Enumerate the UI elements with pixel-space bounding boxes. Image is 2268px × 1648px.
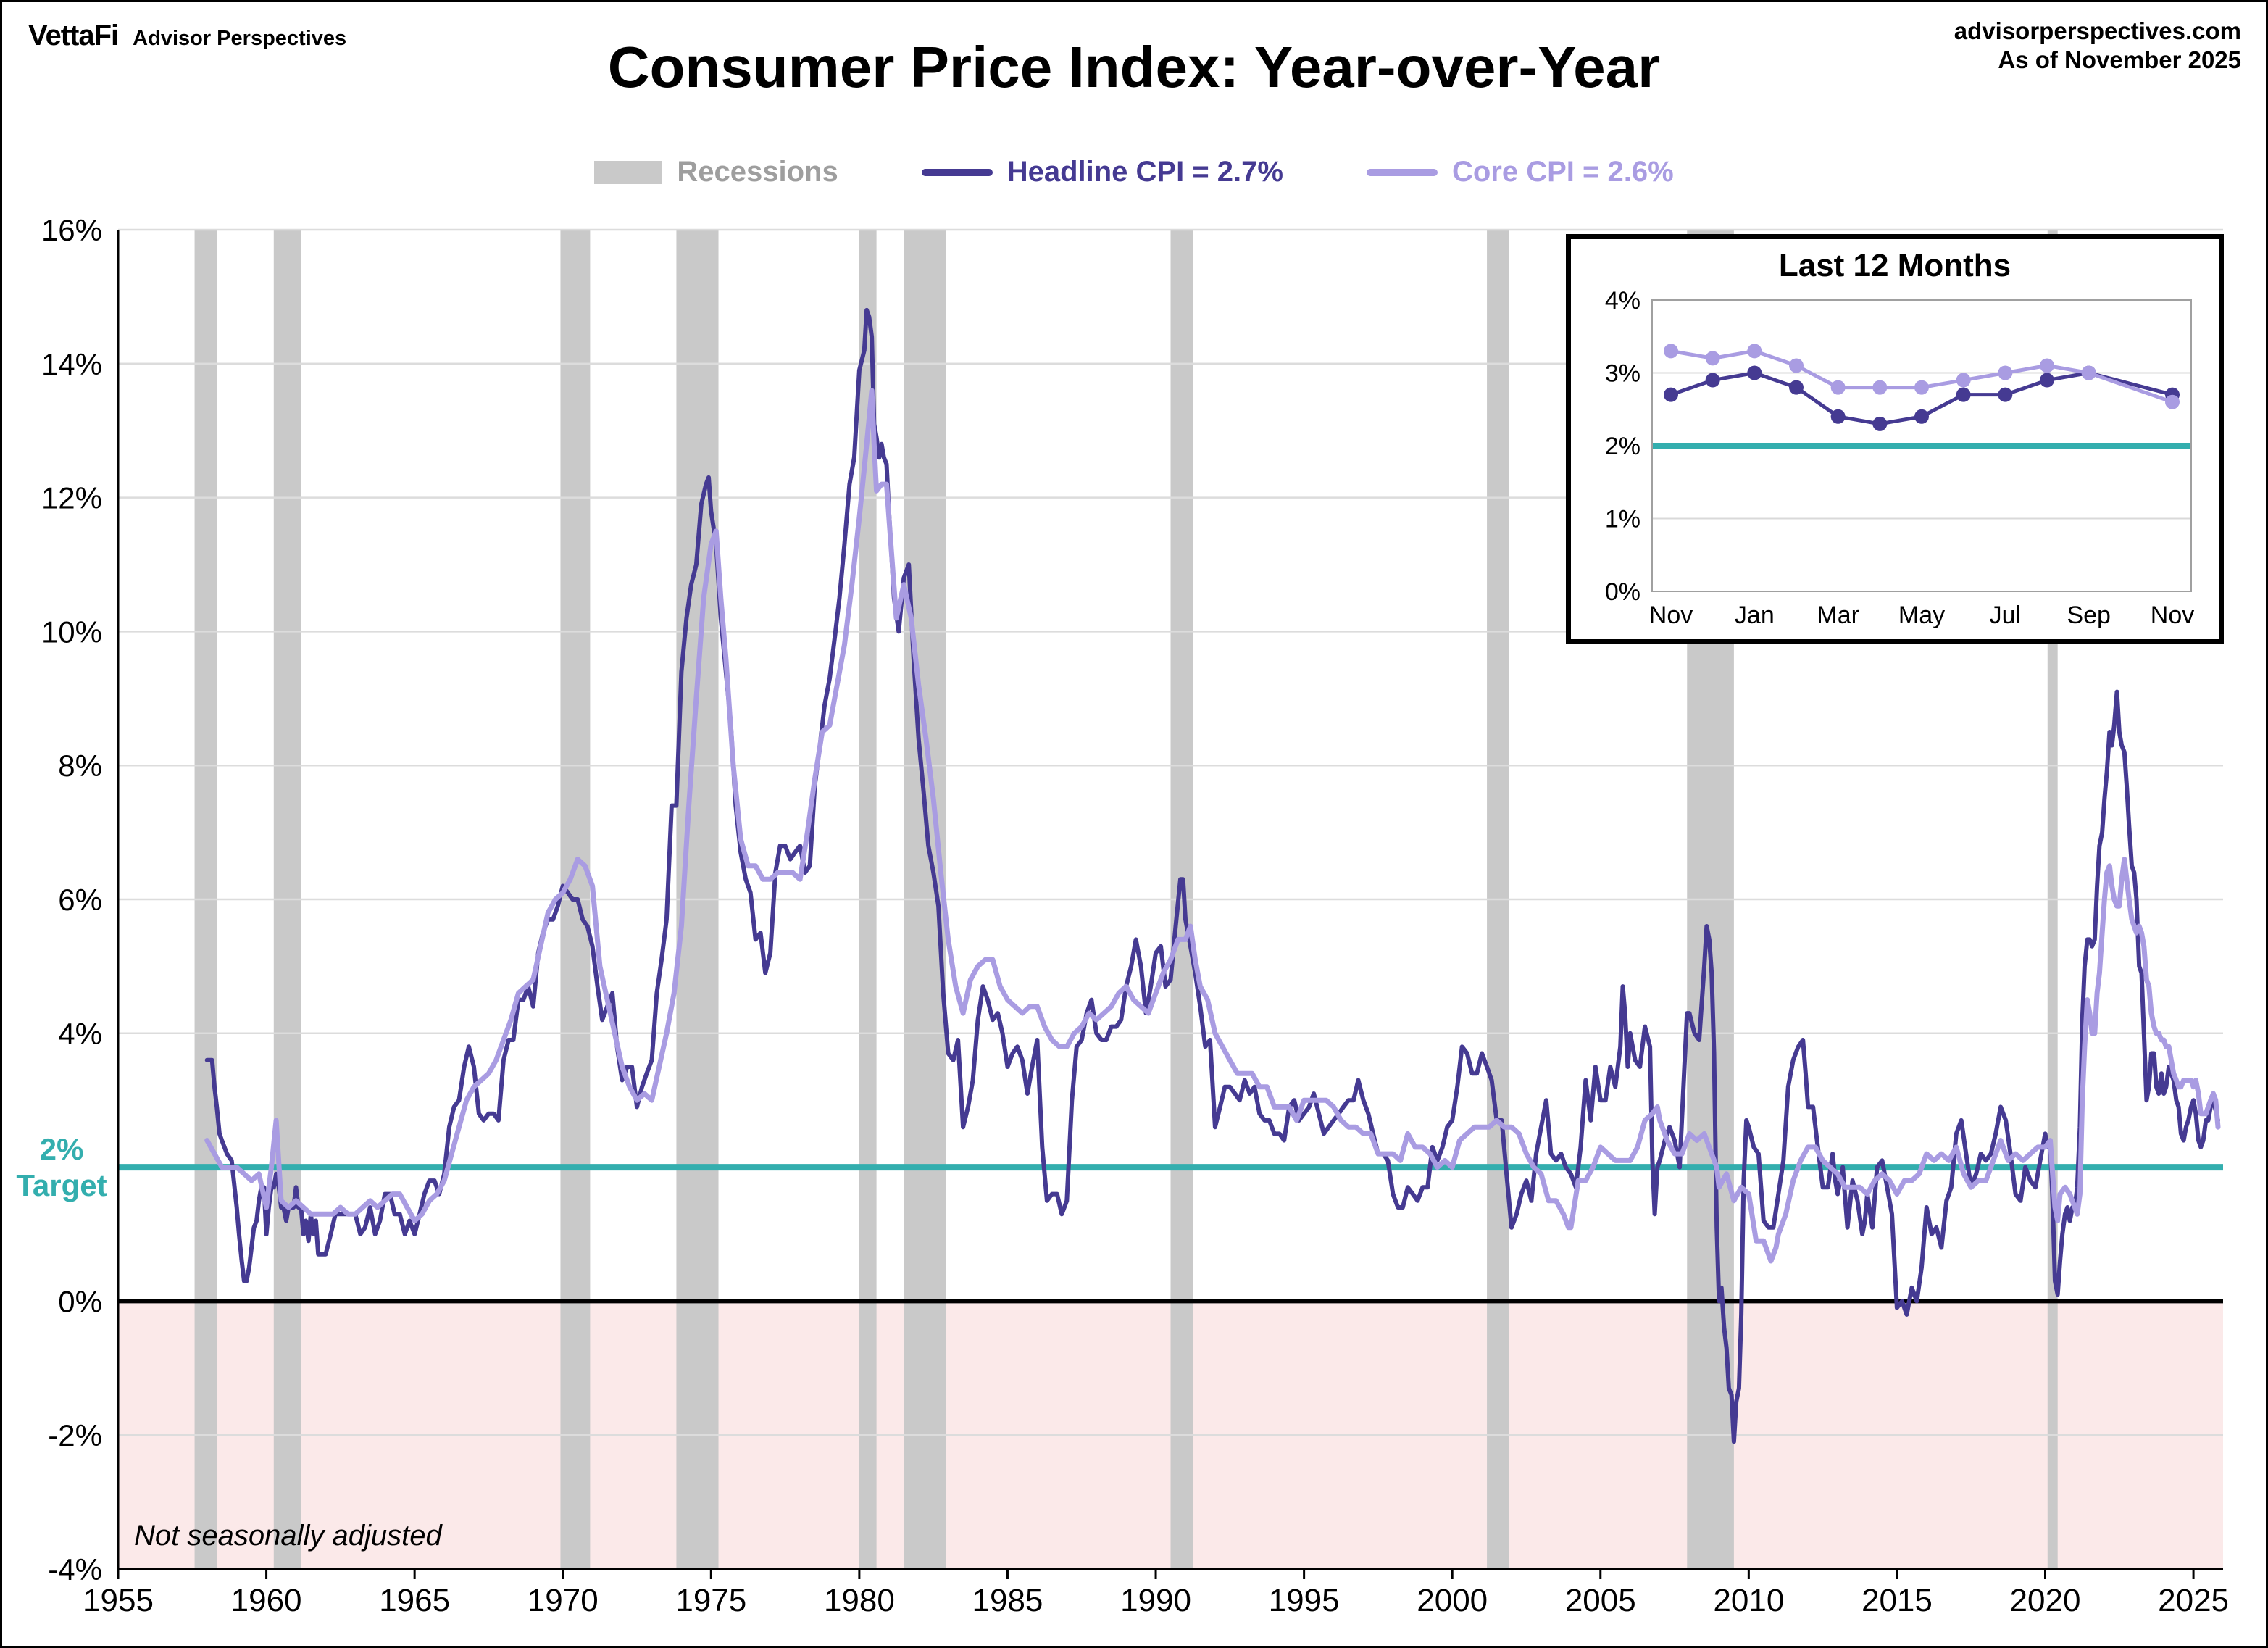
- legend-item-headline: Headline CPI = 2.7%: [921, 156, 1283, 188]
- svg-text:8%: 8%: [58, 749, 102, 783]
- svg-text:1985: 1985: [972, 1583, 1043, 1618]
- headline-swatch: [921, 168, 993, 176]
- vettafi-wordmark: VettaFi: [28, 20, 119, 51]
- svg-text:Nov: Nov: [1649, 602, 1693, 629]
- core-swatch: [1366, 168, 1438, 176]
- svg-text:2010: 2010: [1713, 1583, 1784, 1618]
- svg-text:1990: 1990: [1120, 1583, 1191, 1618]
- svg-text:May: May: [1898, 602, 1945, 629]
- svg-text:1%: 1%: [1605, 506, 1640, 533]
- target-label-line2: Target: [16, 1168, 107, 1202]
- headline-label: Headline CPI = 2.7%: [1006, 156, 1283, 188]
- svg-text:Mar: Mar: [1817, 602, 1859, 629]
- svg-text:1970: 1970: [528, 1583, 599, 1618]
- svg-text:12%: 12%: [41, 481, 102, 515]
- inset-chart: 0% 1% 2% 3% 4% Nov Jan Mar May Jul Sep Nov: [1605, 290, 2194, 629]
- vettafi-logo: VettaFi Advisor Perspectives: [28, 20, 346, 52]
- svg-text:2005: 2005: [1565, 1583, 1636, 1618]
- site-url: advisorperspectives.com: [1954, 17, 2241, 44]
- inset-last-12-months: Last 12 Months 0% 1% 2% 3% 4% Nov Jan Mar May Jul…: [1566, 234, 2224, 644]
- svg-text:Sep: Sep: [2067, 602, 2111, 629]
- core-label: Core CPI = 2.6%: [1451, 156, 1674, 188]
- svg-text:-4%: -4%: [48, 1552, 102, 1586]
- svg-text:16%: 16%: [41, 213, 102, 247]
- svg-text:2025: 2025: [2158, 1583, 2229, 1618]
- svg-text:Jul: Jul: [1990, 602, 2021, 629]
- svg-text:4%: 4%: [58, 1017, 102, 1051]
- target-label-line1: 2%: [39, 1132, 84, 1166]
- svg-text:10%: 10%: [41, 615, 102, 649]
- svg-text:3%: 3%: [1605, 360, 1640, 388]
- legend: Recessions Headline CPI = 2.7% Core CPI …: [2, 156, 2266, 188]
- svg-text:1995: 1995: [1269, 1583, 1340, 1618]
- svg-text:Nov: Nov: [2151, 602, 2194, 629]
- recession-swatch: [594, 160, 663, 184]
- advisor-perspectives-label: Advisor Perspectives: [133, 27, 347, 50]
- recession-label: Recessions: [677, 156, 838, 188]
- not-seasonally-adjusted-note: Not seasonally adjusted: [134, 1520, 442, 1552]
- as-of-date: As of November 2025: [1998, 46, 2241, 73]
- inset-title: Last 12 Months: [1778, 248, 2011, 283]
- svg-text:2%: 2%: [1605, 433, 1640, 460]
- svg-text:1960: 1960: [231, 1583, 302, 1618]
- svg-text:1980: 1980: [824, 1583, 895, 1618]
- svg-text:Jan: Jan: [1735, 602, 1775, 629]
- svg-text:2020: 2020: [2010, 1583, 2081, 1618]
- svg-text:4%: 4%: [1605, 290, 1640, 315]
- svg-text:2000: 2000: [1417, 1583, 1488, 1618]
- source-attribution: advisorperspectives.com As of November 2…: [1954, 17, 2241, 75]
- chart-title: Consumer Price Index: Year-over-Year: [607, 35, 1661, 99]
- svg-text:0%: 0%: [58, 1284, 102, 1318]
- svg-text:1955: 1955: [83, 1583, 154, 1618]
- legend-item-recessions: Recessions: [594, 156, 838, 188]
- svg-text:-2%: -2%: [48, 1418, 102, 1452]
- svg-text:1965: 1965: [379, 1583, 450, 1618]
- svg-text:14%: 14%: [41, 347, 102, 381]
- svg-text:1975: 1975: [675, 1583, 746, 1618]
- svg-text:0%: 0%: [1605, 578, 1640, 606]
- legend-item-core: Core CPI = 2.6%: [1366, 156, 1674, 188]
- svg-text:6%: 6%: [58, 883, 102, 917]
- two-percent-target-label: 2% Target: [7, 1131, 117, 1204]
- svg-text:2015: 2015: [1861, 1583, 1933, 1618]
